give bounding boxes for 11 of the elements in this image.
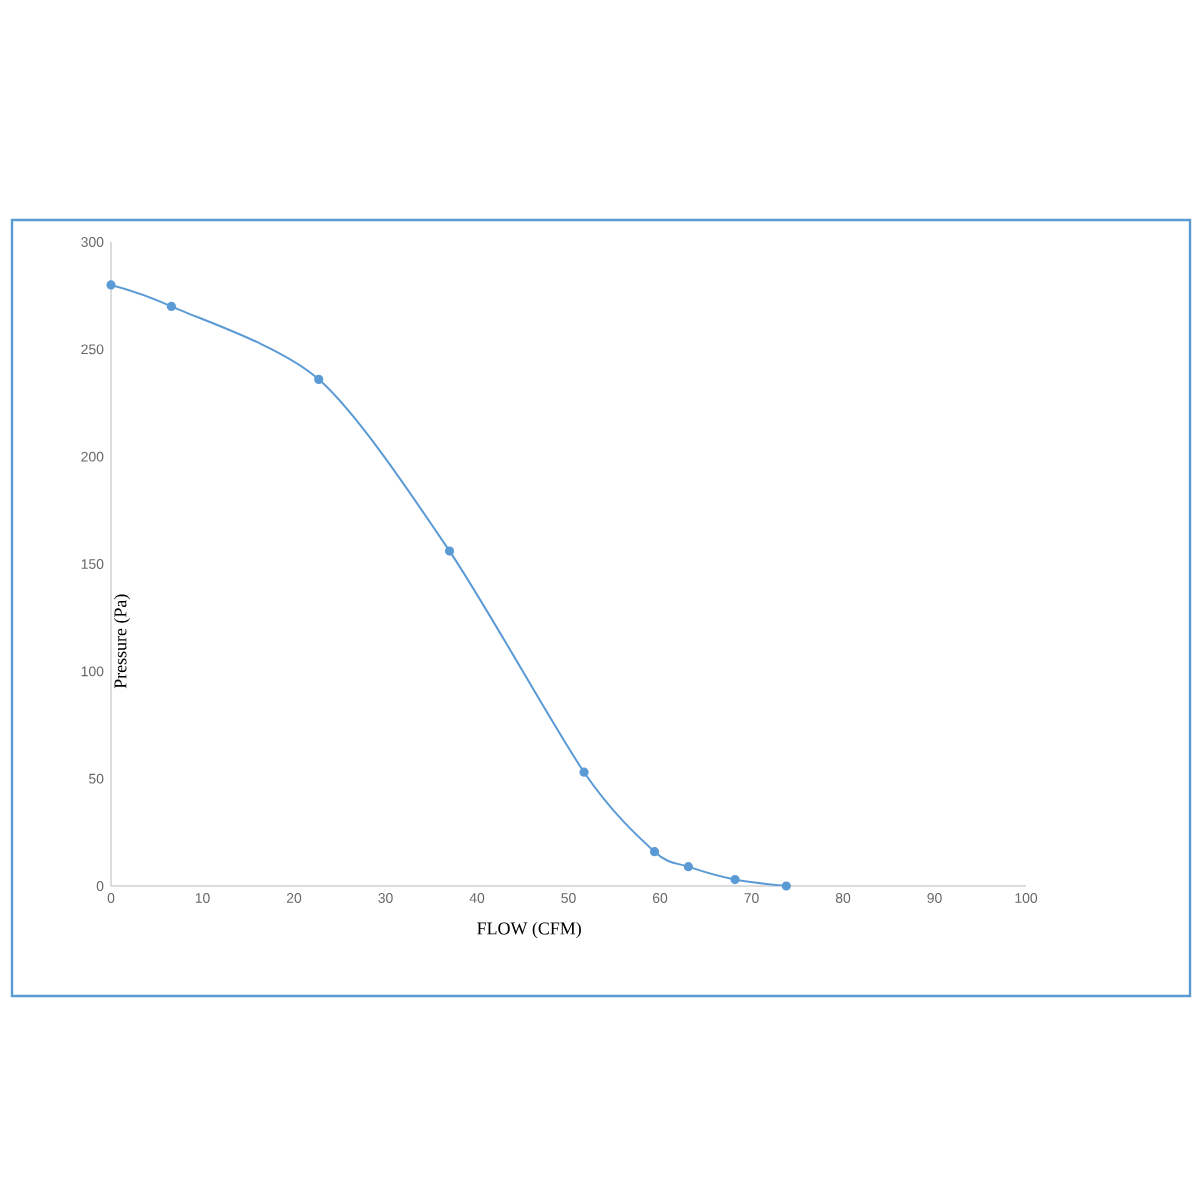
point	[166, 301, 176, 311]
x-axis-title: FLOW (CFM)	[477, 921, 581, 939]
point	[683, 862, 693, 872]
point	[730, 874, 740, 885]
point	[106, 280, 116, 290]
point	[649, 847, 660, 857]
y-axis-title: Pressure (Pa)	[113, 594, 131, 689]
point	[579, 767, 589, 777]
point	[314, 374, 324, 384]
point	[781, 881, 791, 891]
point	[444, 546, 455, 556]
